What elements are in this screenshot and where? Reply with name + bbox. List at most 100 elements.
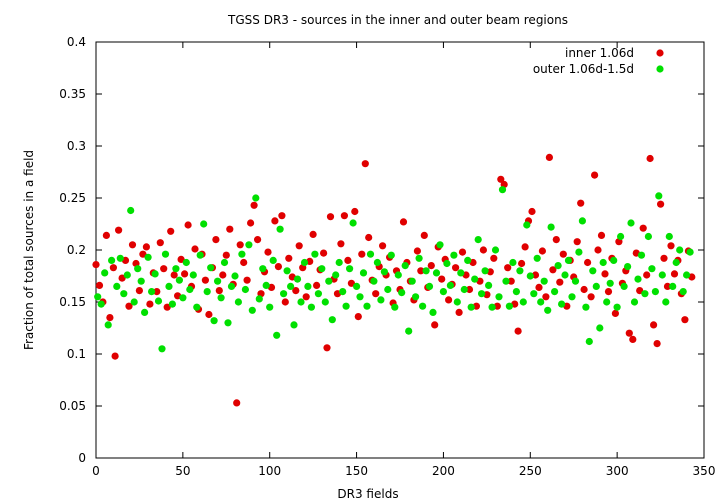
data-point: [347, 279, 355, 287]
data-point: [646, 154, 654, 163]
data-point: [639, 224, 647, 232]
data-point: [460, 285, 468, 294]
data-point: [168, 300, 176, 308]
data-point: [450, 251, 458, 259]
data-point: [363, 302, 371, 310]
data-point: [203, 288, 211, 296]
data-point: [300, 258, 309, 267]
data-point: [184, 221, 192, 229]
data-point: [266, 303, 274, 311]
data-point: [478, 290, 486, 298]
data-point: [445, 296, 453, 304]
data-point: [189, 271, 197, 279]
data-point: [427, 262, 435, 270]
data-point: [491, 246, 500, 254]
data-point: [116, 254, 124, 262]
data-point: [679, 288, 687, 296]
data-point: [254, 236, 262, 244]
data-point: [170, 271, 178, 279]
y-axis-label: Fraction of total sources in a field: [22, 150, 36, 350]
data-point: [314, 290, 322, 298]
x-tick-label: 0: [92, 464, 100, 478]
data-point: [250, 201, 258, 209]
data-point: [549, 266, 557, 274]
plot-frame: [95, 41, 705, 459]
data-point: [262, 281, 270, 289]
data-point: [356, 293, 364, 301]
y-tick-label: 0.4: [67, 35, 86, 49]
data-point: [297, 298, 305, 306]
data-point: [592, 282, 600, 290]
data-point: [366, 250, 375, 258]
data-point: [412, 293, 420, 301]
data-point: [578, 217, 587, 225]
data-point: [629, 335, 637, 343]
data-point: [295, 242, 303, 250]
data-point: [606, 279, 614, 287]
y-tick-label: 0.35: [59, 87, 86, 101]
data-point: [630, 298, 639, 306]
data-point: [676, 246, 684, 254]
data-point: [521, 243, 529, 251]
data-point: [408, 277, 416, 285]
data-point: [387, 251, 395, 259]
data-point: [498, 186, 507, 194]
data-point: [591, 171, 599, 179]
data-point: [399, 218, 408, 226]
data-point: [594, 246, 602, 254]
data-point: [372, 290, 380, 298]
data-point: [292, 287, 300, 295]
data-point: [207, 264, 215, 272]
data-point: [495, 293, 503, 301]
data-point: [205, 310, 213, 319]
data-point: [94, 293, 102, 301]
data-point: [361, 160, 369, 168]
data-point: [167, 227, 175, 235]
data-point: [156, 239, 164, 247]
data-point: [663, 282, 672, 290]
data-point: [465, 285, 474, 294]
data-point: [509, 258, 517, 267]
data-point: [573, 238, 581, 246]
data-point: [577, 199, 585, 207]
x-tick-label: 150: [345, 464, 368, 478]
data-point: [637, 251, 646, 259]
data-point: [415, 254, 423, 262]
data-point: [151, 270, 159, 278]
data-point: [662, 298, 670, 306]
data-point: [436, 241, 444, 249]
data-point: [307, 303, 315, 311]
x-tick-label: 100: [258, 464, 281, 478]
data-point: [238, 250, 246, 258]
data-point: [226, 225, 234, 233]
data-point: [379, 242, 387, 250]
data-point: [672, 258, 680, 267]
data-point: [354, 313, 362, 321]
data-point: [686, 248, 694, 256]
data-point: [528, 207, 536, 216]
y-tick-label: 0: [78, 451, 86, 465]
data-point: [575, 248, 583, 256]
data-point: [200, 220, 208, 228]
data-point: [120, 290, 128, 298]
data-point: [620, 282, 628, 290]
data-point: [274, 263, 282, 271]
data-point: [538, 247, 547, 255]
data-point: [154, 297, 163, 305]
data-point: [161, 250, 170, 258]
data-point: [182, 258, 190, 267]
data-point: [163, 303, 171, 311]
series-inner: [92, 153, 696, 407]
data-point: [545, 153, 554, 161]
data-point: [233, 399, 241, 407]
data-point: [231, 272, 239, 280]
data-point: [113, 282, 121, 290]
data-point: [526, 272, 534, 280]
data-point: [488, 303, 496, 311]
data-point: [558, 300, 566, 308]
data-point: [210, 317, 218, 325]
data-point: [580, 285, 588, 294]
y-tick-label: 0.15: [59, 295, 86, 309]
data-point: [236, 241, 244, 249]
data-point: [537, 298, 545, 306]
